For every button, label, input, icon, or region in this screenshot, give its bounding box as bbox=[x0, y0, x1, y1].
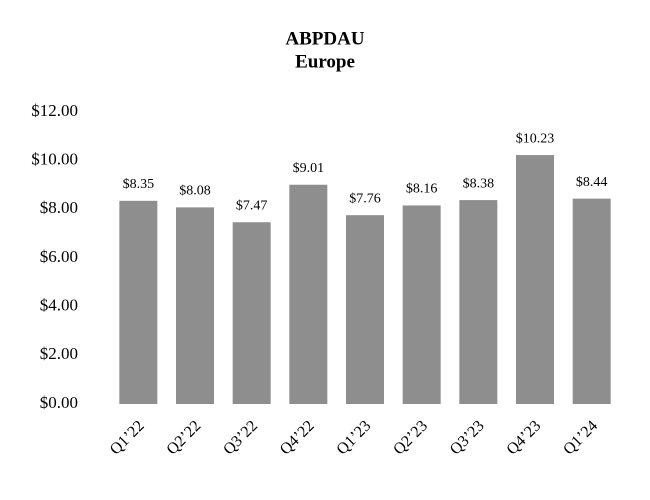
y-tick-label: $10.00 bbox=[31, 150, 78, 169]
x-tick-label: Q3’22 bbox=[220, 417, 261, 458]
value-label: $8.35 bbox=[123, 177, 155, 192]
value-label: $9.01 bbox=[293, 161, 325, 176]
x-tick-label: Q3’23 bbox=[447, 417, 488, 458]
x-tick-label: Q2’23 bbox=[390, 417, 431, 458]
bar bbox=[119, 200, 158, 404]
chart-title: ABPDAU bbox=[285, 28, 364, 49]
x-tick-label: Q4’22 bbox=[277, 417, 318, 458]
value-label: $8.38 bbox=[463, 176, 495, 191]
value-label: $8.16 bbox=[406, 182, 438, 197]
bar bbox=[516, 155, 554, 404]
bar bbox=[346, 215, 384, 404]
x-tick-label: Q4’23 bbox=[503, 417, 544, 458]
x-tick-label: Q1’24 bbox=[560, 417, 601, 458]
value-label: $7.76 bbox=[349, 191, 381, 206]
value-label: $8.44 bbox=[576, 175, 608, 190]
bar bbox=[572, 198, 611, 404]
value-label: $7.47 bbox=[236, 198, 268, 213]
bar bbox=[176, 207, 214, 404]
x-tick-label: Q1’22 bbox=[107, 417, 148, 458]
value-label: $10.23 bbox=[516, 131, 555, 146]
y-tick-label: $0.00 bbox=[40, 393, 78, 412]
value-label: $8.08 bbox=[179, 184, 211, 199]
y-tick-label: $2.00 bbox=[40, 344, 78, 363]
bar bbox=[459, 200, 498, 404]
bar bbox=[289, 184, 328, 404]
x-tick-label: Q1’23 bbox=[333, 417, 374, 458]
y-tick-label: $12.00 bbox=[31, 101, 78, 120]
bar bbox=[402, 205, 441, 404]
y-tick-label: $6.00 bbox=[40, 247, 78, 266]
chart-subtitle: Europe bbox=[295, 51, 355, 72]
y-tick-label: $4.00 bbox=[40, 296, 78, 315]
x-tick-label: Q2’22 bbox=[163, 417, 204, 458]
bar bbox=[232, 222, 271, 404]
y-tick-label: $8.00 bbox=[40, 198, 78, 217]
